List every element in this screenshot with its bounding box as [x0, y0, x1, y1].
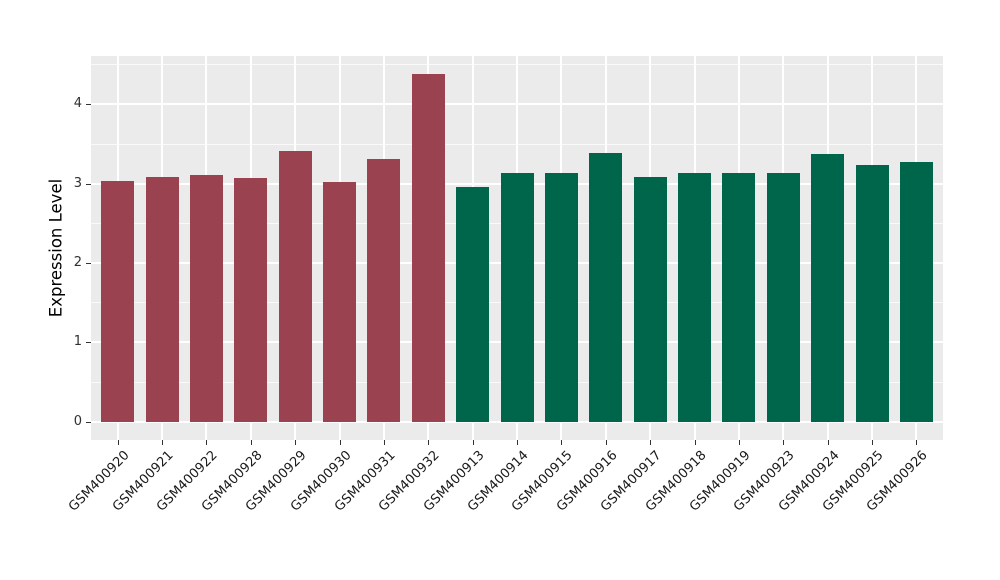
y-axis-tick [86, 263, 91, 265]
x-axis-tick [250, 440, 252, 445]
bar-GSM400928 [234, 178, 268, 422]
bar-GSM400923 [766, 172, 800, 422]
y-tick-label: 3 [73, 175, 82, 191]
x-axis-tick [162, 440, 163, 445]
x-axis-tick [827, 440, 829, 445]
bar-GSM400913 [456, 186, 490, 422]
x-axis-tick [872, 440, 873, 445]
x-axis-tick [650, 440, 652, 445]
bar-GSM400926 [899, 162, 933, 422]
y-tick-label: 1 [73, 334, 82, 350]
x-axis-tick [517, 440, 518, 445]
bar-GSM400931 [367, 159, 401, 422]
y-axis-tick [86, 342, 91, 344]
bar-GSM400925 [855, 164, 889, 422]
x-axis-tick [206, 440, 208, 445]
x-axis-tick [561, 440, 563, 445]
x-axis-tick [605, 440, 607, 445]
x-axis-tick [339, 440, 341, 445]
bar-GSM400915 [544, 172, 578, 422]
x-axis-tick [383, 440, 385, 445]
bar-GSM400922 [189, 175, 223, 422]
x-axis-tick [738, 440, 740, 445]
x-axis-tick [117, 440, 119, 445]
x-tick-label: GSM400926 [864, 448, 931, 515]
bar-GSM400918 [678, 172, 711, 422]
y-axis-tick [86, 421, 91, 423]
x-axis-tick [428, 440, 430, 445]
bar-GSM400916 [589, 152, 623, 422]
plot-panel [91, 56, 943, 440]
bar-GSM400914 [500, 173, 534, 422]
bar-GSM400929 [278, 151, 312, 422]
y-axis-title: Expression Level [46, 178, 66, 318]
bar-GSM400919 [722, 172, 756, 422]
y-axis-tick [86, 183, 91, 185]
x-axis-tick [783, 440, 785, 445]
bar-GSM400924 [811, 154, 845, 422]
x-axis-tick [694, 440, 696, 445]
bar-GSM400920 [101, 181, 135, 422]
x-axis-tick [472, 440, 474, 445]
bar-GSM400921 [145, 177, 179, 422]
x-axis-tick [295, 440, 297, 445]
y-tick-label: 4 [73, 96, 82, 112]
bar-GSM400930 [323, 182, 356, 422]
x-axis-tick [916, 440, 918, 445]
bar-GSM400917 [633, 176, 667, 422]
y-axis-tick [86, 104, 91, 106]
bar-GSM400932 [411, 74, 445, 422]
y-tick-label: 0 [73, 413, 82, 429]
y-tick-label: 2 [73, 255, 82, 271]
